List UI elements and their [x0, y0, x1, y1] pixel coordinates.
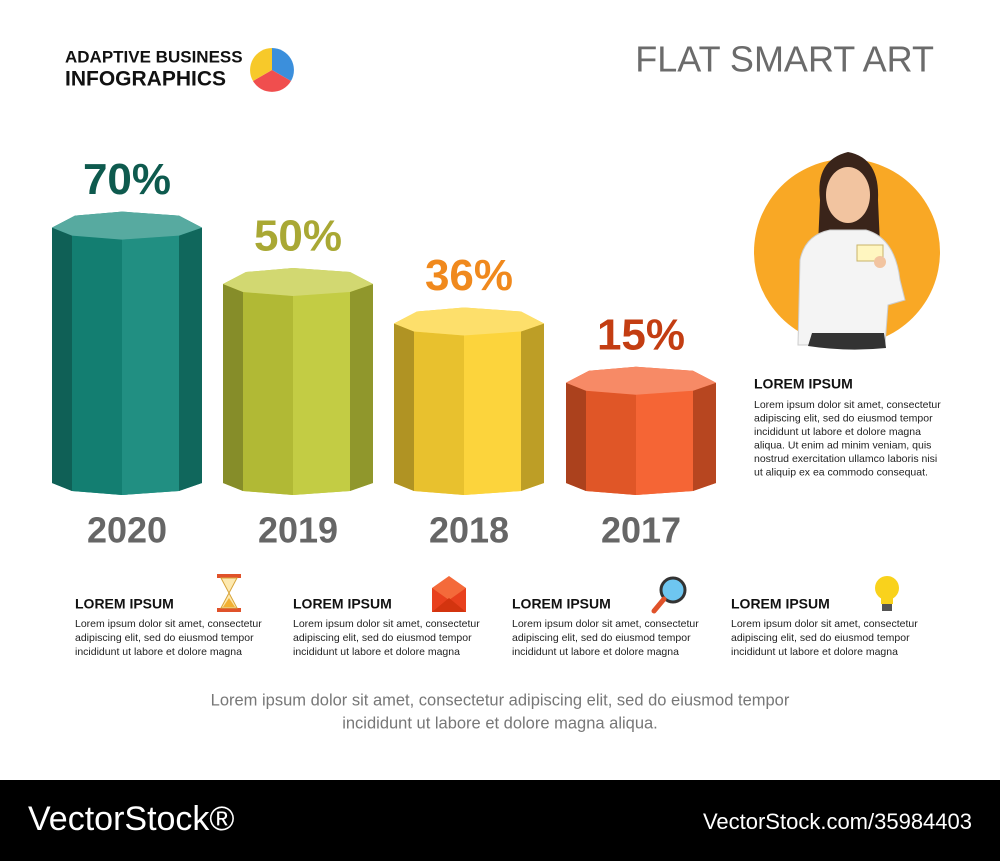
bar-face [521, 323, 544, 491]
person-illustration [754, 152, 940, 350]
side-note-line: nostrud exercitation ullamco laboris nis… [754, 453, 937, 465]
block-line: Lorem ipsum dolor sit amet, consectetur [731, 618, 918, 630]
category-label: 2018 [429, 510, 509, 551]
side-note-line: incididunt ut labore et dolore magna [754, 426, 921, 438]
block-line: adipiscing elit, sed do eiusmod tempor [512, 632, 691, 644]
icon-envelope [432, 576, 466, 612]
bar-top [223, 268, 373, 296]
side-note-line: adipiscing elit, sed do eiusmod tempor [754, 412, 933, 424]
side-note-title: LOREM IPSUM [754, 376, 853, 392]
bar-top [566, 366, 716, 395]
bar-face [693, 382, 716, 491]
watermark-id: VectorStock.com/35984403 [703, 809, 972, 834]
category-label: 2019 [258, 510, 338, 551]
block-title: LOREM IPSUM [731, 596, 830, 612]
side-note-line: Lorem ipsum dolor sit amet, consectetur [754, 399, 941, 411]
block-line: incididunt ut labore et dolore magna [293, 646, 460, 658]
bar-top [394, 307, 544, 336]
bar-face [122, 235, 179, 495]
bar-group [223, 268, 373, 495]
bar-face [293, 292, 350, 495]
footer-bar [0, 780, 1000, 861]
bar-top [52, 211, 202, 240]
block-line: adipiscing elit, sed do eiusmod tempor [75, 632, 254, 644]
bar-face [636, 390, 693, 495]
icon-hourglass [217, 574, 241, 612]
value-label: 36% [425, 251, 513, 300]
value-label: 70% [83, 155, 171, 204]
watermark-brand: VectorStock® [28, 800, 234, 838]
caption-line: Lorem ipsum dolor sit amet, consectetur … [211, 691, 790, 709]
bar-face [586, 390, 636, 495]
bar-face [179, 227, 202, 491]
value-label: 15% [597, 310, 685, 359]
block-line: Lorem ipsum dolor sit amet, consectetur [75, 618, 262, 630]
icon-bulb [875, 576, 899, 611]
block-line: Lorem ipsum dolor sit amet, consectetur [512, 618, 699, 630]
brand-line: INFOGRAPHICS [65, 68, 226, 91]
value-label: 50% [254, 212, 342, 261]
caption-line: incididunt ut labore et dolore magna ali… [342, 714, 658, 732]
block-title: LOREM IPSUM [75, 596, 174, 612]
bar-group [52, 211, 202, 495]
bar-face [243, 292, 293, 495]
bar-group [566, 366, 716, 495]
bar-face [394, 323, 414, 491]
side-note-line: ut aliquip ex ea commodo consequat. [754, 466, 928, 478]
brand-line: ADAPTIVE BUSINESS [65, 47, 243, 66]
block-line: adipiscing elit, sed do eiusmod tempor [293, 632, 472, 644]
bar-group [394, 307, 544, 495]
bar-face [223, 284, 243, 491]
page-title: FLAT SMART ART [635, 39, 934, 80]
block-line: Lorem ipsum dolor sit amet, consectetur [293, 618, 480, 630]
bar-face [566, 382, 586, 491]
category-label: 2017 [601, 510, 681, 551]
bar-face [350, 284, 373, 491]
bar-face [72, 235, 122, 495]
side-note-line: aliqua. Ut enim ad minim veniam, quis [754, 439, 931, 451]
block-line: incididunt ut labore et dolore magna [75, 646, 242, 658]
logo [250, 48, 294, 92]
bar-face [464, 331, 521, 495]
block-title: LOREM IPSUM [293, 596, 392, 612]
block-title: LOREM IPSUM [512, 596, 611, 612]
block-line: incididunt ut labore et dolore magna [512, 646, 679, 658]
block-line: incididunt ut labore et dolore magna [731, 646, 898, 658]
bar-face [414, 331, 464, 495]
icon-magnifier [651, 576, 687, 614]
category-label: 2020 [87, 510, 167, 551]
bar-face [52, 227, 72, 491]
block-line: adipiscing elit, sed do eiusmod tempor [731, 632, 910, 644]
